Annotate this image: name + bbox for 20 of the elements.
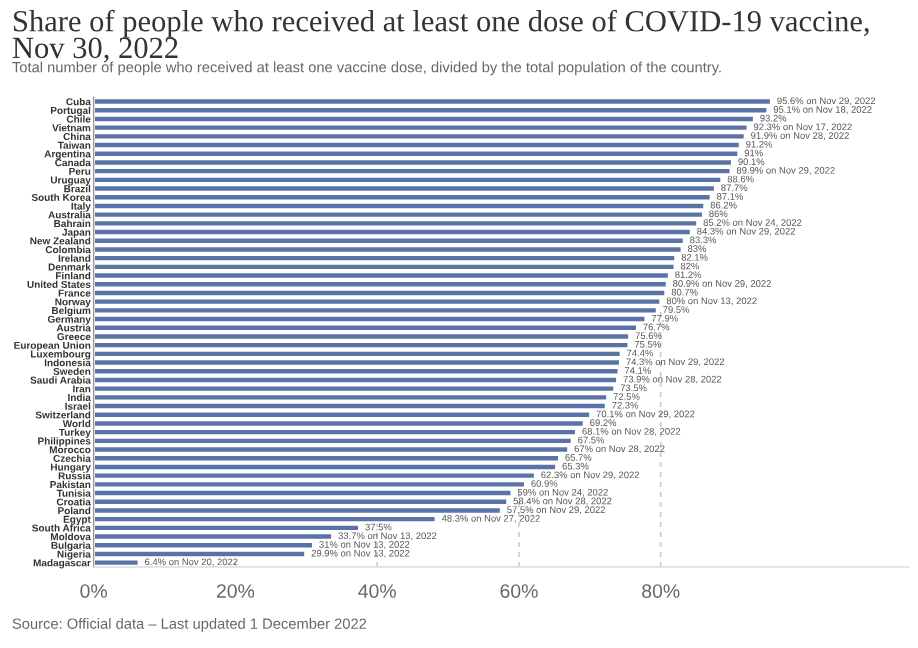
x-tick-label: 40% [358, 584, 396, 598]
bar [93, 392, 609, 403]
bar [93, 505, 503, 516]
x-tick-label: 60% [500, 584, 538, 598]
bar [93, 548, 307, 559]
bar [93, 157, 734, 168]
bar [93, 366, 621, 377]
bar [93, 105, 770, 116]
bar [93, 131, 747, 142]
x-tick-label: 20% [216, 584, 255, 598]
x-tick-label: 0% [80, 584, 107, 598]
bar [93, 192, 713, 203]
bar [93, 244, 684, 255]
bar [93, 305, 659, 316]
chart-title: Share of people who received at least one dose of COVID-19 vaccine, Nov 30, 2022 [12, 9, 869, 63]
bar [93, 418, 586, 429]
bar [93, 218, 699, 229]
bar [93, 279, 669, 290]
bar [93, 331, 631, 342]
x-tick-label: 80% [642, 584, 680, 598]
